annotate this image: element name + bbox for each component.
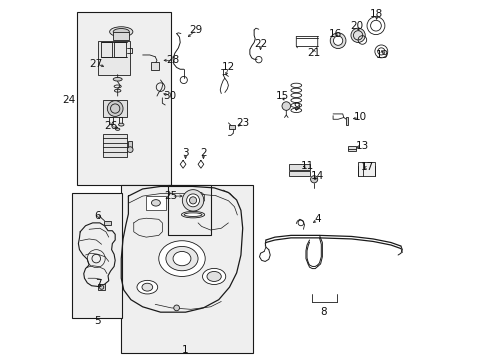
Text: 10: 10: [353, 112, 366, 122]
Text: 12: 12: [222, 63, 235, 72]
Text: 26: 26: [104, 121, 117, 131]
Circle shape: [370, 20, 381, 31]
Bar: [113, 32, 129, 40]
Text: 19: 19: [375, 50, 388, 60]
Circle shape: [173, 305, 179, 311]
Bar: [114, 42, 125, 57]
Text: 14: 14: [310, 171, 324, 181]
Text: 15: 15: [275, 91, 288, 101]
Bar: [77, 12, 171, 185]
Ellipse shape: [202, 269, 225, 284]
Text: 17: 17: [360, 162, 374, 172]
Bar: [347, 146, 355, 152]
Bar: [288, 164, 309, 170]
Bar: [146, 196, 165, 210]
Bar: [346, 117, 347, 125]
Bar: [288, 171, 309, 176]
Text: 21: 21: [307, 48, 320, 58]
Ellipse shape: [184, 213, 202, 216]
Ellipse shape: [181, 211, 204, 218]
Bar: [108, 117, 113, 124]
Circle shape: [107, 101, 123, 116]
Ellipse shape: [173, 251, 190, 266]
Circle shape: [350, 28, 365, 42]
Circle shape: [333, 36, 342, 45]
Bar: [357, 162, 374, 176]
Text: 4: 4: [314, 214, 321, 224]
Ellipse shape: [137, 280, 157, 294]
Bar: [119, 117, 122, 124]
Circle shape: [189, 197, 196, 204]
Circle shape: [182, 190, 203, 211]
Text: 28: 28: [166, 55, 179, 65]
Text: 2: 2: [200, 148, 206, 158]
Bar: [101, 42, 112, 57]
Bar: [121, 185, 253, 353]
Text: 9: 9: [292, 102, 299, 112]
Text: 7: 7: [95, 279, 101, 289]
Text: 18: 18: [369, 9, 383, 19]
Bar: [151, 62, 159, 70]
Text: 20: 20: [350, 21, 363, 31]
Ellipse shape: [142, 283, 152, 291]
Bar: [229, 125, 234, 129]
Bar: [103, 134, 126, 157]
Bar: [72, 193, 122, 318]
Bar: [103, 100, 126, 117]
Text: 11: 11: [300, 161, 313, 171]
Bar: [104, 221, 111, 225]
Ellipse shape: [118, 123, 123, 126]
Bar: [128, 141, 132, 150]
Ellipse shape: [159, 241, 205, 276]
Circle shape: [377, 48, 384, 55]
Text: 6: 6: [95, 211, 101, 221]
Ellipse shape: [165, 247, 198, 271]
Text: 22: 22: [253, 39, 266, 49]
Ellipse shape: [206, 271, 221, 282]
Text: 5: 5: [94, 316, 101, 326]
Text: 29: 29: [189, 25, 203, 35]
Text: 25: 25: [164, 191, 178, 201]
Text: 13: 13: [355, 141, 368, 151]
Circle shape: [282, 102, 290, 111]
Ellipse shape: [113, 77, 122, 81]
Text: 27: 27: [89, 59, 102, 69]
Ellipse shape: [151, 200, 160, 206]
Text: 8: 8: [319, 307, 325, 317]
Ellipse shape: [115, 128, 120, 130]
Ellipse shape: [113, 28, 129, 35]
Bar: [167, 185, 210, 235]
Bar: [98, 284, 105, 290]
Text: 30: 30: [163, 91, 176, 101]
Circle shape: [127, 147, 133, 153]
Text: 16: 16: [328, 28, 342, 39]
Text: 1: 1: [182, 345, 188, 355]
Text: 24: 24: [62, 95, 75, 105]
Circle shape: [99, 285, 103, 289]
Text: 3: 3: [182, 148, 188, 158]
Text: 23: 23: [236, 118, 249, 128]
Bar: [98, 41, 130, 75]
Circle shape: [310, 176, 317, 183]
Circle shape: [186, 194, 199, 207]
Circle shape: [329, 33, 345, 49]
Ellipse shape: [109, 27, 133, 37]
